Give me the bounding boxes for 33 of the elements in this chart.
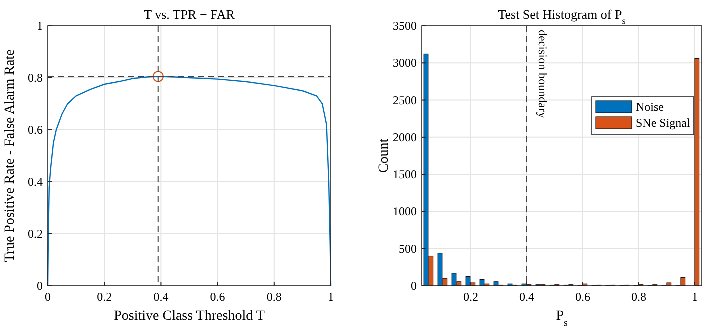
x-tick-label: 0.8 — [266, 290, 282, 304]
y-tick-label: 1 — [37, 19, 43, 33]
legend-label: SNe Signal — [636, 116, 691, 130]
y-tick-label: 2000 — [393, 130, 417, 144]
chart-title: T vs. TPR − FAR — [144, 7, 236, 22]
x-tick-label: 1 — [692, 290, 698, 304]
y-tick-label: 1500 — [393, 168, 417, 182]
y-tick-label: 500 — [399, 242, 417, 256]
y-tick-label: 0 — [411, 279, 417, 293]
x-tick-label: 0.4 — [154, 290, 169, 304]
y-tick-label: 3000 — [393, 56, 417, 70]
x-tick-label: 1 — [328, 290, 334, 304]
x-tick-label: 0.6 — [576, 290, 590, 304]
y-tick-label: 0 — [37, 279, 43, 293]
x-tick-label: 0.8 — [632, 290, 646, 304]
chart-title: Test Set Histogram of P$_{s}$ — [498, 7, 626, 26]
x-tick-label: 0.2 — [464, 290, 478, 304]
y-tick-label: 1000 — [393, 204, 417, 219]
y-axis-title: True Positive Rate - False Alarm Rate — [3, 50, 18, 262]
y-axis-title: Count — [377, 138, 392, 174]
x-axis-title: Positive Class Threshold T — [114, 309, 266, 324]
y-tick-label: 0.6 — [28, 123, 43, 137]
x-tick-label: 0.2 — [97, 290, 112, 304]
y-tick-label: 0.8 — [28, 71, 43, 85]
y-tick-label: 0.2 — [28, 227, 43, 241]
y-tick-label: 3500 — [393, 19, 417, 33]
x-tick-label: 0.4 — [520, 290, 534, 304]
ref-line-label: decision boundary — [536, 30, 550, 118]
legend-label: Noise — [636, 100, 664, 114]
x-axis-title: P$_{s}$ — [556, 309, 568, 328]
y-tick-label: 0.4 — [28, 175, 43, 189]
x-tick-label: 0.6 — [210, 290, 226, 304]
y-tick-label: 2500 — [393, 93, 417, 108]
